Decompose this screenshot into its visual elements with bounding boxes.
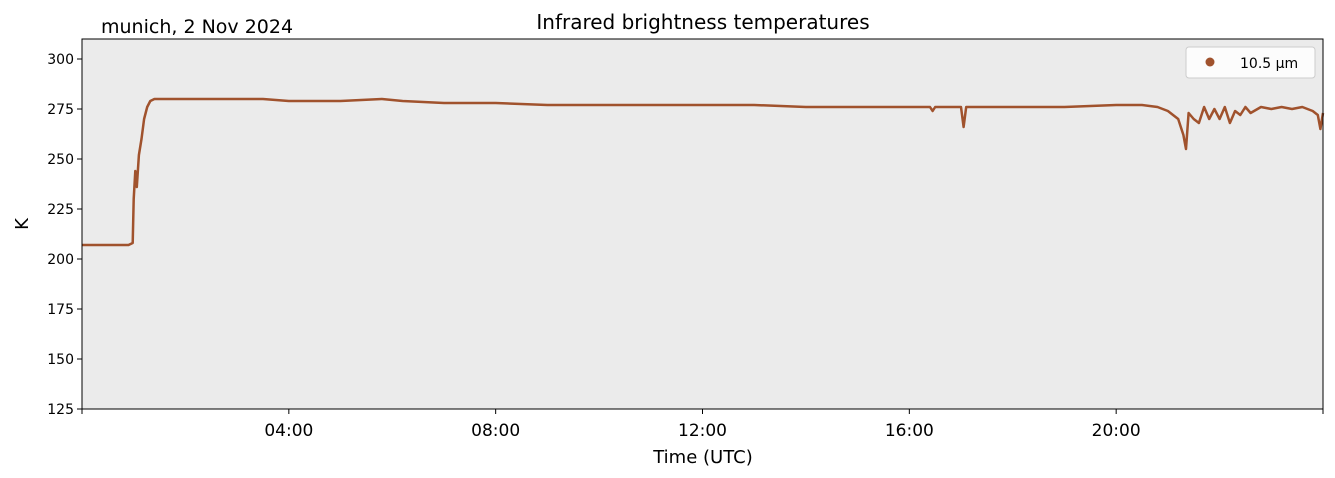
y-tick-label: 150 <box>47 352 74 368</box>
legend: 10.5 µm <box>1185 46 1316 79</box>
y-tick-label: 175 <box>47 302 74 318</box>
x-tick-label: 16:00 <box>885 421 934 441</box>
y-tick-label: 300 <box>47 52 74 68</box>
y-tick-label: 275 <box>47 102 74 118</box>
legend-marker <box>1205 57 1215 67</box>
legend-box <box>1185 46 1316 79</box>
x-tick-label: 20:00 <box>1092 421 1141 441</box>
x-tick-label: 12:00 <box>678 421 727 441</box>
y-tick-label: 125 <box>47 402 74 418</box>
y-axis-label: K <box>12 217 33 230</box>
legend-label: 10.5 µm <box>1240 56 1298 72</box>
x-tick-label: 08:00 <box>471 421 520 441</box>
y-tick-label: 225 <box>47 202 74 218</box>
y-tick-label: 200 <box>47 252 74 268</box>
x-axis-label: Time (UTC) <box>652 447 753 468</box>
plot-area <box>82 39 1323 409</box>
x-tick-label: 04:00 <box>264 421 313 441</box>
chart-subtitle: munich, 2 Nov 2024 <box>101 16 293 38</box>
series-layer <box>82 97 1325 247</box>
x-axis: 04:00 08:00 12:00 16:00 20:00 <box>81 409 1324 441</box>
series-line <box>82 97 1325 247</box>
y-axis: 125 150 175 200 225 250 275 300 <box>47 52 82 418</box>
chart-title: Infrared brightness temperatures <box>536 10 869 34</box>
y-tick-label: 250 <box>47 152 74 168</box>
